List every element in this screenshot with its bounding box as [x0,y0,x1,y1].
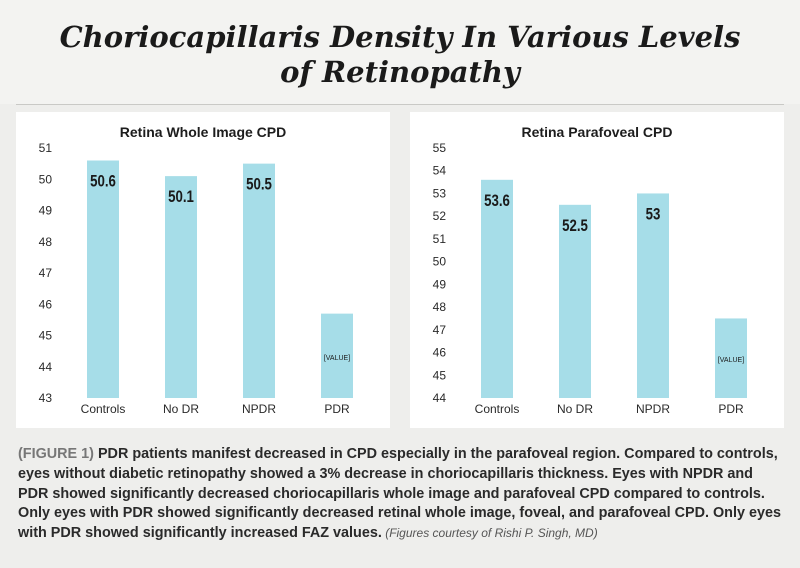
y-tick-label: 51 [39,141,53,155]
chart-panel-whole-image: Retina Whole Image CPD 43 44 45 46 47 48 49 50 5… [16,112,390,428]
y-tick-label: 43 [39,391,53,405]
data-label: 53 [646,205,661,224]
y-tick-label: 51 [433,232,447,246]
x-tick-label: No DR [557,402,593,416]
x-tick-label: NPDR [636,402,670,416]
page-title-line-2: of Retinopathy [280,55,520,89]
x-tick-label: PDR [718,402,744,416]
bar-pdr [715,318,747,398]
title-divider [16,104,784,105]
y-tick-label: 47 [433,323,447,337]
x-tick-label: No DR [163,402,199,416]
x-tick-label: Controls [81,402,126,416]
bar-pdr [321,313,353,398]
bar-no-dr [559,204,591,398]
figure-label: (FIGURE 1) [18,446,94,462]
y-tick-label: 46 [433,346,447,360]
figure-courtesy: (Figures courtesy of Rishi P. Singh, MD) [381,526,598,541]
page-title: Choriocapillaris Density In Various Leve… [0,20,800,90]
x-tick-label: PDR [324,402,350,416]
bar-npdr [637,193,669,398]
bar-controls [87,160,119,398]
y-tick-label: 49 [39,204,53,218]
y-tick-label: 48 [39,235,53,249]
x-tick-label: NPDR [242,402,276,416]
data-label: 52.5 [562,216,588,235]
y-tick-label: 55 [433,141,447,155]
y-tick-label: 44 [39,360,53,374]
title-band [0,0,800,104]
data-label: 53.6 [484,191,510,210]
y-tick-label: 46 [39,297,53,311]
y-tick-label: 52 [433,209,447,223]
y-tick-label: 50 [433,255,447,269]
y-tick-label: 44 [433,391,447,405]
data-label: 50.1 [168,188,194,207]
y-tick-label: 53 [433,186,447,200]
y-tick-label: 54 [433,164,447,178]
y-tick-label: 50 [39,172,53,186]
figure-caption: (FIGURE 1) PDR patients manifest decreas… [18,445,784,544]
data-label: 50.6 [90,172,116,191]
x-tick-label: Controls [475,402,520,416]
chart-panel-parafoveal: Retina Parafoveal CPD 44 45 46 47 48 49 50 51 52… [410,112,784,428]
bar-controls [481,179,513,398]
chart-title: Retina Whole Image CPD [119,124,287,140]
y-tick-label: 45 [39,329,53,343]
data-label: [VALUE] [718,357,744,364]
caption-text: PDR patients manifest decreased in CPD e… [18,446,781,542]
y-tick-label: 47 [39,266,53,280]
y-tick-label: 49 [433,277,447,291]
chart-parafoveal-cpd: 44 45 46 47 48 49 50 51 52 53 54 55 53.6 Controls 52.5… [433,141,747,416]
bar-no-dr [165,176,197,398]
chart-title: Retina Parafoveal CPD [521,124,673,140]
y-tick-label: 45 [433,368,447,382]
chart-whole-image-cpd: 43 44 45 46 47 48 49 50 51 50.6 Controls 50.1 No DR 5… [39,141,353,416]
bar-npdr [243,163,275,398]
page-title-line-1: Choriocapillaris Density In Various Leve… [59,20,741,54]
y-tick-label: 48 [433,300,447,314]
data-label: 50.5 [246,175,272,194]
data-label: [VALUE] [324,355,350,362]
